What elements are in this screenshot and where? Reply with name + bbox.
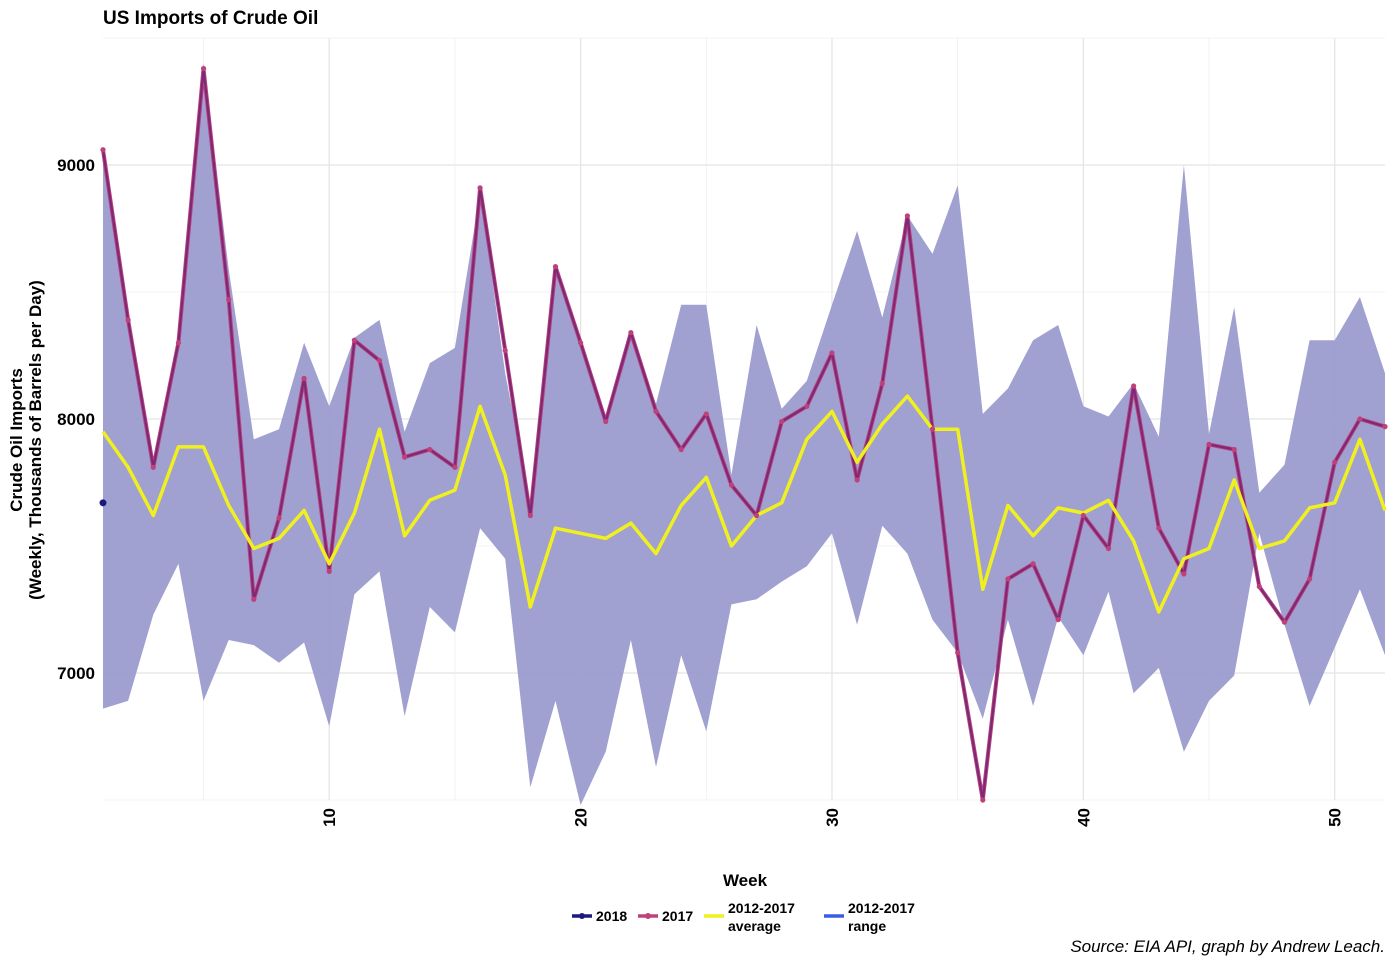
point-2017 (1080, 512, 1086, 519)
point-2017 (226, 297, 232, 303)
point-2017 (1206, 441, 1212, 447)
point-2018 (99, 499, 107, 507)
point-2017 (150, 464, 156, 470)
legend-label-2012-2017-average: 2012-2017 (728, 900, 795, 916)
y-axis-label-line2: (Weekly, Thousands of Barrels per Day) (26, 280, 45, 600)
x-axis-label: Week (723, 871, 768, 890)
point-2017 (678, 446, 684, 453)
point-2017 (879, 380, 885, 387)
point-2017 (200, 65, 207, 72)
point-2017 (854, 477, 860, 483)
point-2017 (578, 340, 584, 346)
legend: 2018 2017 2012-2017 average 2012-2017 range (572, 900, 915, 934)
point-2017 (276, 515, 282, 521)
point-2017 (251, 596, 257, 602)
point-2017 (904, 213, 910, 219)
x-tick-label: 20 (572, 808, 591, 827)
point-2017 (1055, 617, 1061, 623)
point-2017 (100, 147, 106, 153)
series-line-2012-2017-average (101, 394, 1387, 614)
series-line-2017-core (101, 67, 1386, 802)
point-2017 (1156, 525, 1162, 531)
chart-title: US Imports of Crude Oil (103, 8, 318, 29)
legend-label-2012-2017-average: average (728, 918, 781, 934)
point-2017 (402, 454, 408, 460)
point-2017 (1332, 459, 1338, 465)
legend-key-point-2017 (645, 913, 651, 919)
legend-label-2018: 2018 (596, 908, 627, 924)
point-2017 (452, 464, 458, 470)
point-2017 (1181, 571, 1187, 577)
point-2017 (980, 797, 986, 803)
point-2017 (125, 317, 131, 323)
chart-caption: Source: EIA API, graph by Andrew Leach. (1070, 937, 1385, 956)
point-2017 (628, 330, 634, 336)
point-2017 (779, 418, 785, 425)
x-tick-label: 40 (1074, 808, 1093, 827)
x-tick-label: 50 (1326, 808, 1345, 827)
x-axis-ticks: 10 20 30 40 50 (320, 808, 1344, 827)
legend-label-2012-2017-range: range (848, 918, 886, 934)
point-2017 (1231, 446, 1237, 453)
point-2017 (804, 403, 810, 409)
y-axis-label-line1: Crude Oil Imports (7, 368, 26, 512)
point-2017 (1357, 416, 1363, 422)
point-2017 (477, 185, 483, 191)
point-2017 (653, 408, 659, 414)
point-2017 (1105, 545, 1112, 552)
point-2017 (351, 337, 357, 343)
y-tick-label: 7000 (57, 664, 95, 683)
point-2017 (175, 340, 182, 346)
point-2017 (527, 512, 533, 519)
x-tick-label: 30 (823, 808, 842, 827)
point-2017 (1131, 383, 1137, 389)
point-2017 (427, 446, 433, 453)
y-tick-label: 9000 (57, 156, 95, 175)
series-lines (101, 66, 1387, 802)
point-2017 (728, 482, 735, 488)
point-2017 (753, 512, 760, 519)
series-points (99, 65, 1388, 803)
point-2017 (603, 418, 609, 425)
legend-key-point-2018 (579, 913, 585, 919)
point-2017 (1256, 584, 1262, 590)
y-tick-label: 8000 (57, 410, 95, 429)
point-2017 (829, 350, 835, 356)
legend-label-2012-2017-range: 2012-2017 (848, 900, 915, 916)
point-2017 (552, 264, 559, 270)
point-2017 (1306, 576, 1313, 582)
point-2017 (955, 650, 961, 656)
range-ribbon (103, 63, 1385, 806)
point-2017 (1281, 619, 1288, 625)
legend-label-2017: 2017 (662, 908, 693, 924)
point-2017 (1030, 561, 1036, 567)
point-2017 (929, 426, 936, 432)
point-2017 (301, 375, 307, 381)
point-2017 (703, 411, 709, 417)
range-ribbon-area (103, 63, 1385, 806)
x-tick-label: 10 (320, 808, 339, 827)
point-2017 (1005, 576, 1011, 582)
point-2017 (1382, 424, 1388, 430)
point-2017 (502, 347, 508, 354)
y-axis-ticks: 7000 8000 9000 (57, 156, 95, 683)
point-2017 (376, 357, 383, 364)
point-2017 (326, 568, 332, 575)
